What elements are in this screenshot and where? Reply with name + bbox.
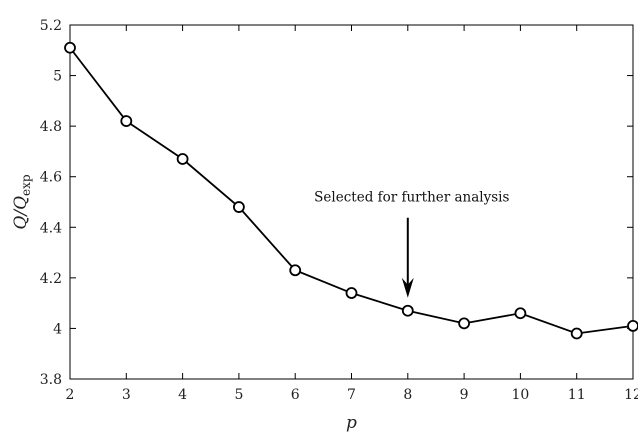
y-tick-label: 4 <box>53 321 62 337</box>
y-tick-label: 5 <box>53 69 62 85</box>
x-tick-label: 9 <box>460 387 469 403</box>
data-point <box>176 153 189 165</box>
y-tick-label: 5.2 <box>40 18 62 34</box>
data-point <box>345 287 358 299</box>
y-axis-label: Q/Qexp <box>11 174 33 229</box>
data-point <box>232 201 245 213</box>
x-axis-ticks: 2 3 4 5 6 7 8 9 10 11 12 <box>66 25 638 403</box>
x-tick-label: 10 <box>511 387 529 403</box>
annotation-layer: Selected for further analysis <box>314 190 509 298</box>
data-point <box>401 304 414 317</box>
x-tick-label: 4 <box>178 387 187 403</box>
y-axis-ticks: 3.8 4 4.2 4.4 4.6 4.8 5 5.2 <box>40 18 633 388</box>
x-axis-label: p <box>346 413 357 433</box>
y-tick-label: 3.8 <box>40 372 62 388</box>
y-axis-label-main: Q/Q <box>11 196 31 230</box>
x-tick-label: 5 <box>234 387 243 403</box>
y-tick-label: 4.2 <box>40 271 62 287</box>
x-tick-label: 12 <box>624 387 638 403</box>
y-tick-label: 4.4 <box>40 220 62 236</box>
annotation-arrow-head <box>401 277 414 298</box>
x-tick-label: 7 <box>347 387 356 403</box>
y-tick-label: 4.8 <box>40 119 62 135</box>
x-tick-label: 6 <box>291 387 300 403</box>
data-point <box>64 41 76 54</box>
data-point <box>289 264 302 277</box>
series-layer <box>64 41 638 340</box>
x-tick-label: 3 <box>122 387 131 403</box>
annotation-text: Selected for further analysis <box>314 190 509 206</box>
y-tick-label: 4.6 <box>40 170 62 186</box>
data-point <box>458 317 471 330</box>
data-point <box>627 320 638 332</box>
data-point <box>120 115 133 127</box>
x-tick-label: 2 <box>66 387 75 403</box>
data-point <box>514 307 527 320</box>
x-tick-label: 8 <box>403 387 412 403</box>
data-point <box>570 327 583 340</box>
y-axis-label-subscript: exp <box>19 174 33 196</box>
x-tick-label: 11 <box>568 387 586 403</box>
